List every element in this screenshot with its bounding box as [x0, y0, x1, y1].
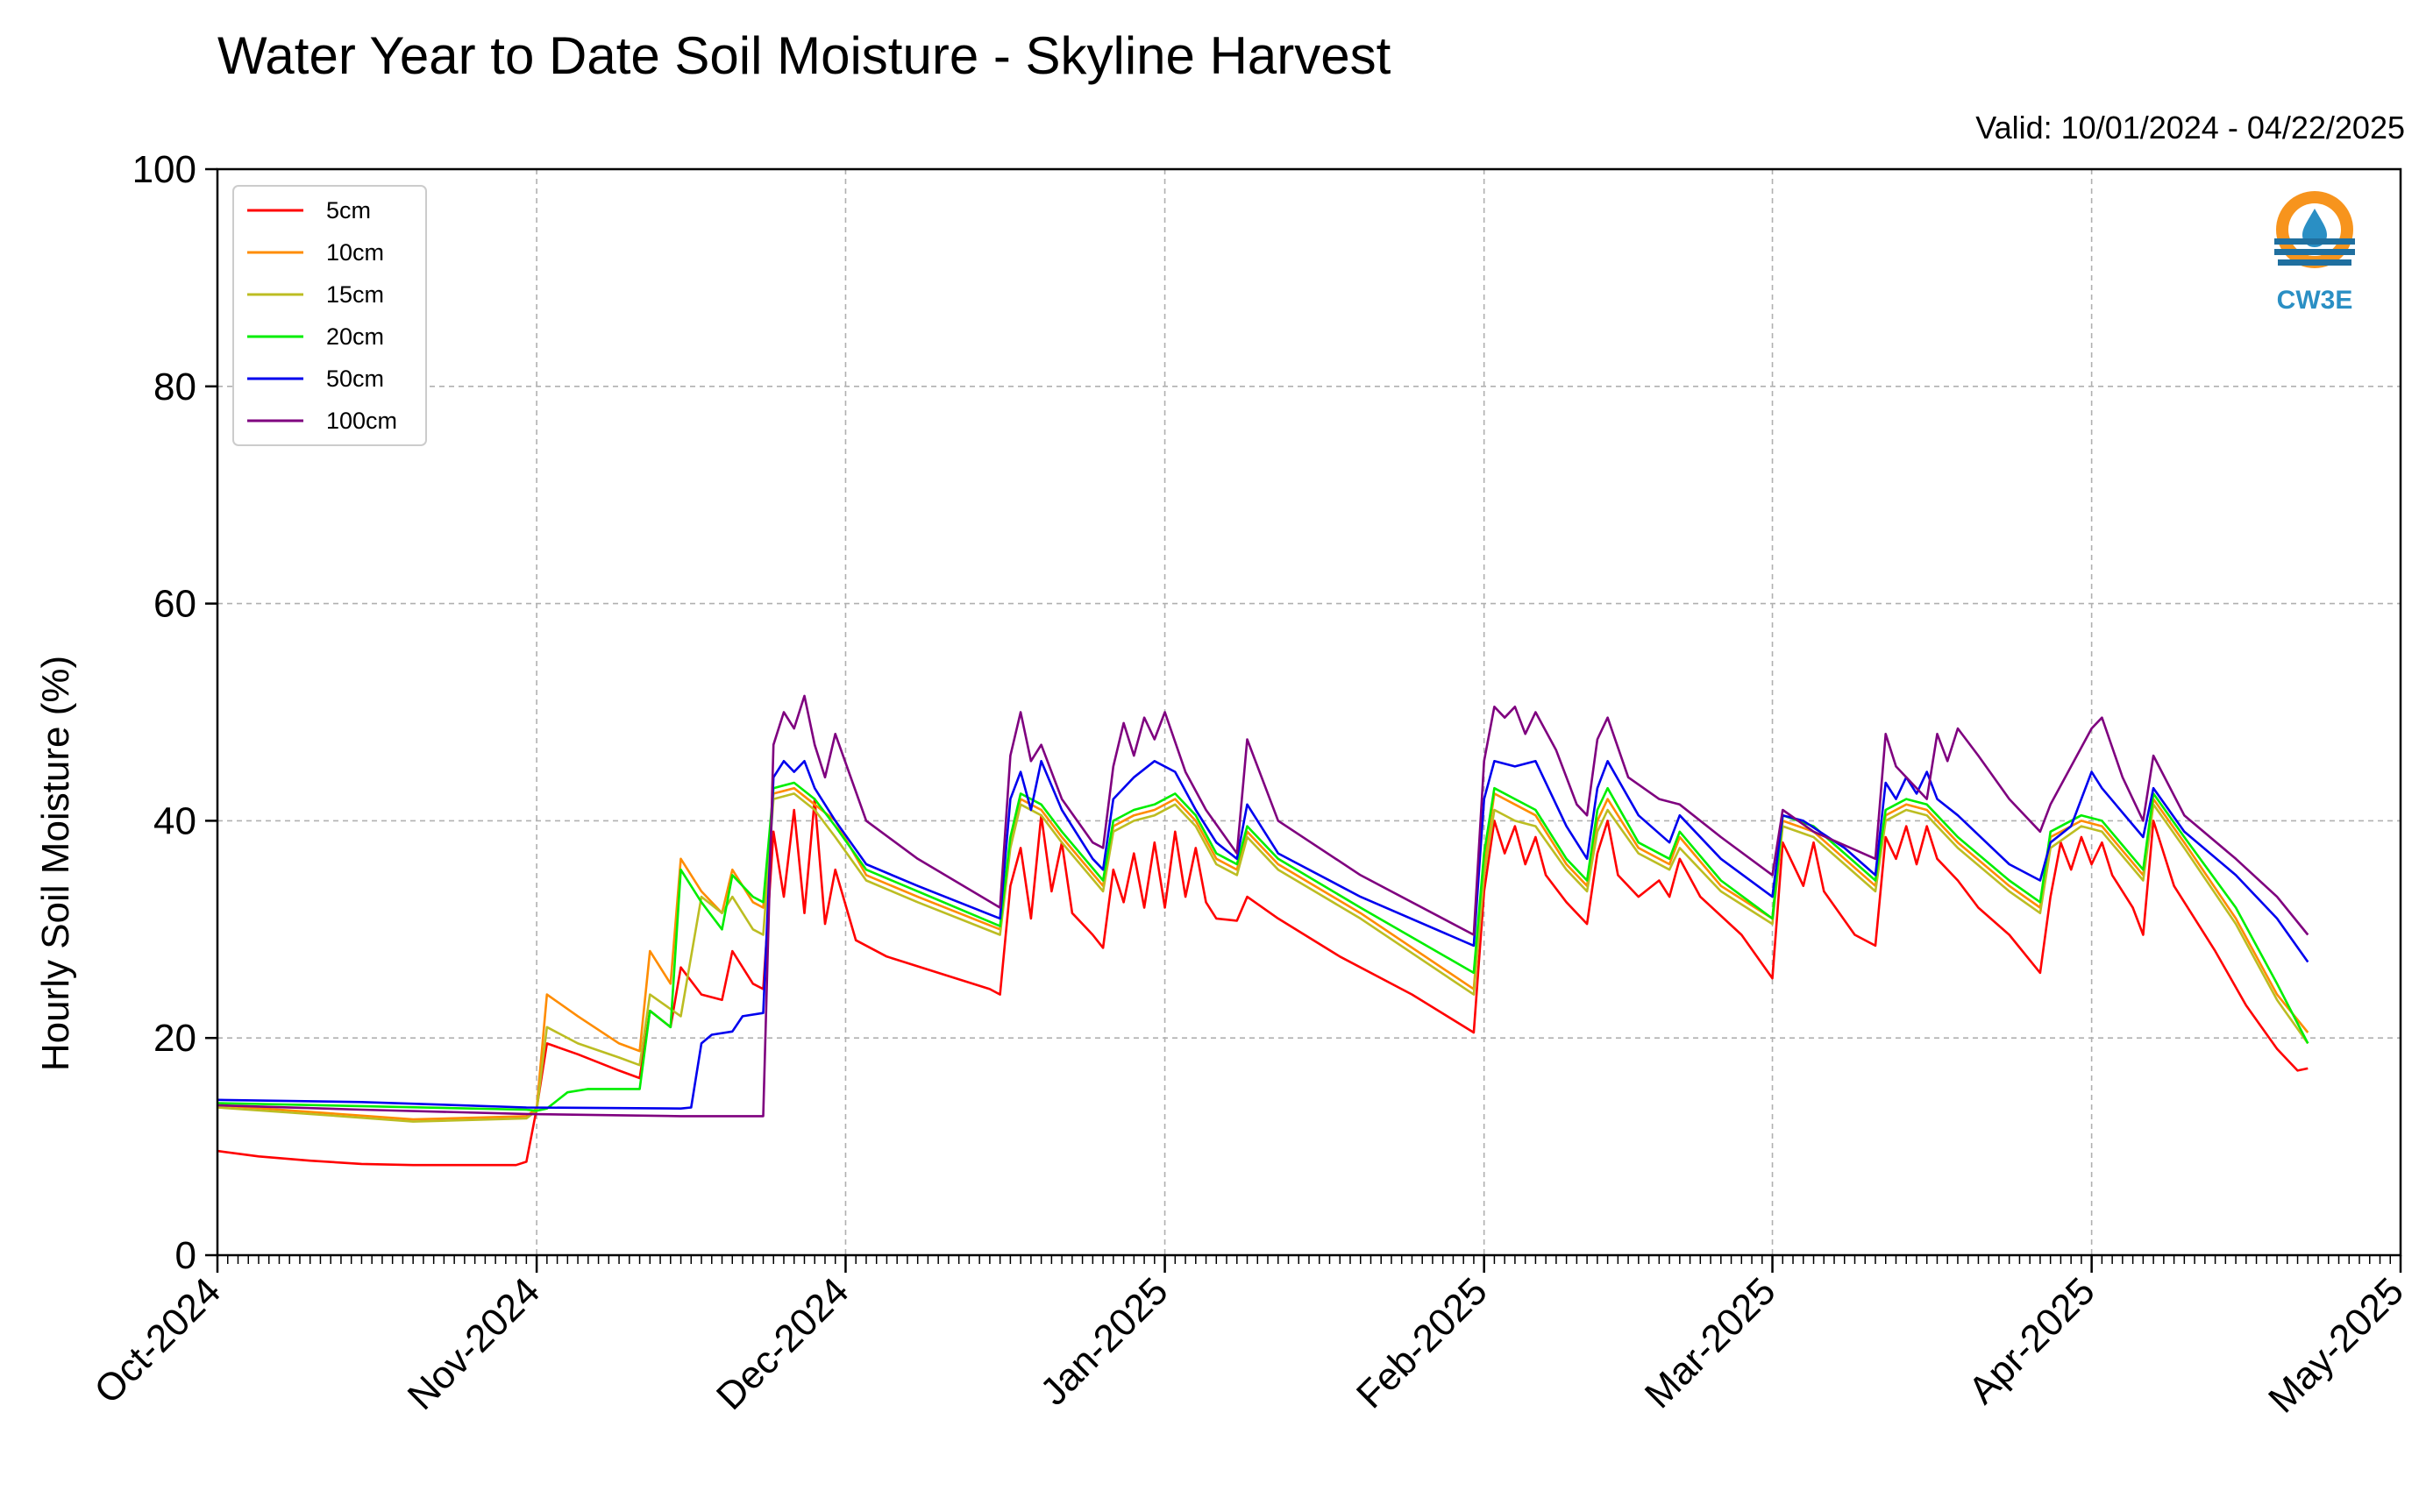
x-tick-label: Feb-2025 — [1348, 1269, 1496, 1416]
y-tick-label: 80 — [153, 366, 196, 408]
chart-subtitle: Valid: 10/01/2024 - 04/22/2025 — [1975, 110, 2405, 146]
axis-ticks — [205, 167, 2402, 1273]
series-line-20cm — [217, 781, 2309, 1112]
legend-label: 20cm — [326, 323, 384, 350]
y-axis-title: Hourly Soil Moisture (%) — [34, 656, 77, 1071]
x-tick-label: May-2025 — [2260, 1269, 2412, 1421]
series-line-100cm — [217, 694, 2309, 1118]
logo-droplet-icon — [2302, 209, 2327, 247]
x-tick-label: Mar-2025 — [1637, 1269, 1784, 1416]
grid-lines — [217, 168, 2401, 1256]
axis-labels: 0 20 40 60 80 100 Oct-2024 Nov-2024 Dec-2024 Jan-… — [86, 148, 2412, 1421]
logo-wave-3 — [2278, 259, 2351, 266]
x-tick-label: Jan-2025 — [1032, 1269, 1176, 1413]
x-tick-label: Oct-2024 — [86, 1269, 229, 1412]
y-tick-label: 0 — [175, 1234, 196, 1277]
legend: 5cm 10cm 15cm 20cm 50cm 100cm — [232, 185, 427, 446]
legend-label: 50cm — [326, 366, 384, 392]
logo-wave-2 — [2274, 249, 2355, 255]
series-line-15cm — [217, 792, 2309, 1123]
y-tick-label: 20 — [153, 1017, 196, 1060]
legend-box — [232, 185, 427, 446]
series-line-5cm — [217, 798, 2309, 1167]
logo-text: CW3E — [2277, 286, 2353, 315]
series-lines — [217, 694, 2309, 1167]
y-tick-label: 40 — [153, 799, 196, 842]
y-tick-label: 100 — [132, 148, 196, 191]
chart-title: Water Year to Date Soil Moisture - Skyli… — [217, 26, 1391, 85]
x-tick-label: Dec-2024 — [708, 1269, 857, 1418]
legend-label: 5cm — [326, 197, 371, 224]
series-line-50cm — [217, 760, 2309, 1110]
legend-label: 10cm — [326, 239, 384, 266]
plot-frame — [216, 167, 2402, 1257]
legend-label: 100cm — [326, 408, 397, 434]
series-line-10cm — [217, 786, 2309, 1121]
cw3e-logo: CW3E — [2274, 191, 2355, 315]
legend-label: 15cm — [326, 281, 384, 308]
x-tick-label: Apr-2025 — [1960, 1269, 2103, 1412]
logo-wave-1 — [2274, 238, 2355, 245]
y-tick-label: 60 — [153, 583, 196, 626]
x-tick-label: Nov-2024 — [400, 1269, 549, 1418]
